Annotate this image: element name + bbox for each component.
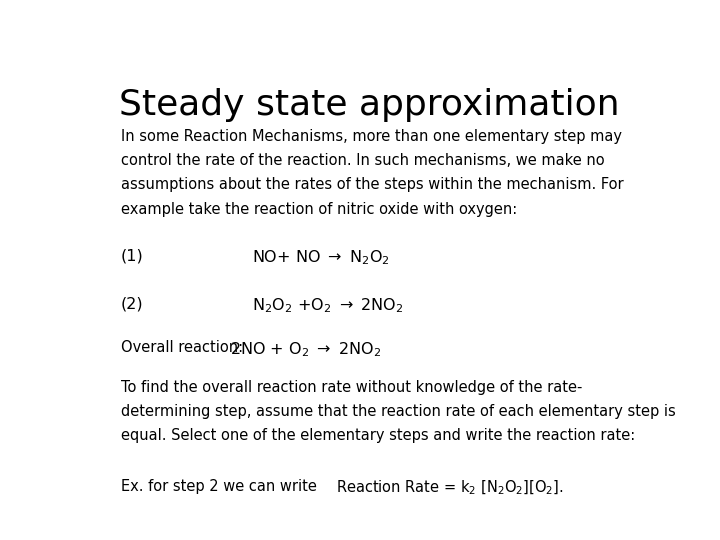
Text: Reaction Rate = k$_2$ [N$_2$O$_2$][O$_2$].: Reaction Rate = k$_2$ [N$_2$O$_2$][O$_2$… [336, 479, 563, 497]
Text: Overall reaction:: Overall reaction: [121, 340, 243, 355]
Text: Ex. for step 2 we can write: Ex. for step 2 we can write [121, 479, 317, 494]
Text: NO+ NO $\rightarrow$ N$_2$O$_2$: NO+ NO $\rightarrow$ N$_2$O$_2$ [252, 248, 390, 267]
Text: N$_2$O$_2$ +O$_2$ $\rightarrow$ 2NO$_2$: N$_2$O$_2$ +O$_2$ $\rightarrow$ 2NO$_2$ [252, 296, 403, 315]
Text: (2): (2) [121, 296, 143, 312]
Text: (1): (1) [121, 248, 143, 264]
Text: determining step, assume that the reaction rate of each elementary step is: determining step, assume that the reacti… [121, 404, 675, 418]
Text: control the rate of the reaction. In such mechanisms, we make no: control the rate of the reaction. In suc… [121, 153, 604, 168]
Text: 2NO + O$_2$ $\rightarrow$ 2NO$_2$: 2NO + O$_2$ $\rightarrow$ 2NO$_2$ [230, 340, 381, 359]
Text: assumptions about the rates of the steps within the mechanism. For: assumptions about the rates of the steps… [121, 178, 624, 192]
Text: Steady state approximation: Steady state approximation [119, 87, 619, 122]
Text: In some Reaction Mechanisms, more than one elementary step may: In some Reaction Mechanisms, more than o… [121, 129, 621, 144]
Text: equal. Select one of the elementary steps and write the reaction rate:: equal. Select one of the elementary step… [121, 428, 635, 443]
Text: example take the reaction of nitric oxide with oxygen:: example take the reaction of nitric oxid… [121, 201, 517, 217]
Text: To find the overall reaction rate without knowledge of the rate-: To find the overall reaction rate withou… [121, 380, 582, 395]
